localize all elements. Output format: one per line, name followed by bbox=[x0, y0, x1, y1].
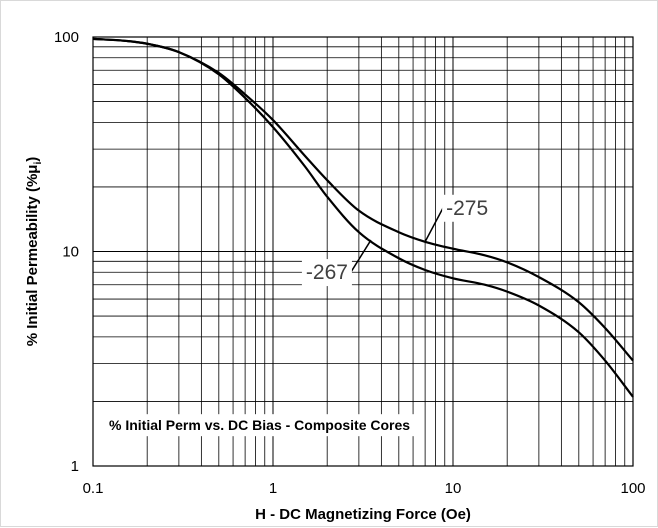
y-axis-title-subscript: i bbox=[33, 162, 44, 165]
x-tick-label: 0.1 bbox=[83, 480, 104, 497]
y-tick-label: 100 bbox=[54, 29, 79, 46]
plot-frame bbox=[92, 36, 634, 467]
y-axis-title-close: ) bbox=[24, 157, 41, 162]
chart-title-background bbox=[103, 414, 417, 437]
annotation-leader bbox=[424, 207, 444, 243]
annotation-leader bbox=[350, 239, 372, 273]
y-tick-label: 1 bbox=[71, 458, 79, 475]
series-line-1 bbox=[92, 37, 634, 398]
x-tick-label: 10 bbox=[445, 480, 462, 497]
x-axis-title: H - DC Magnetizing Force (Oe) bbox=[255, 506, 471, 523]
annotation-background bbox=[442, 194, 493, 222]
y-axis-title-main: % Initial Permeability (%μ bbox=[24, 165, 41, 347]
annotation-label: -275 bbox=[446, 197, 488, 220]
x-tick-label: 1 bbox=[269, 480, 277, 497]
axes bbox=[92, 36, 634, 467]
y-axis-title: % Initial Permeability (%μi) bbox=[24, 157, 44, 347]
annotation-background bbox=[301, 259, 352, 287]
y-tick-label: 10 bbox=[62, 244, 79, 261]
annotation-label: -267 bbox=[306, 261, 348, 284]
chart-title: % Initial Perm vs. DC Bias - Composite C… bbox=[109, 417, 410, 433]
annotations: -275 -267 bbox=[301, 194, 493, 287]
x-tick-label: 100 bbox=[620, 480, 645, 497]
series-layer bbox=[92, 37, 634, 398]
grid bbox=[92, 37, 633, 467]
chart-title-box: % Initial Perm vs. DC Bias - Composite C… bbox=[103, 414, 417, 437]
